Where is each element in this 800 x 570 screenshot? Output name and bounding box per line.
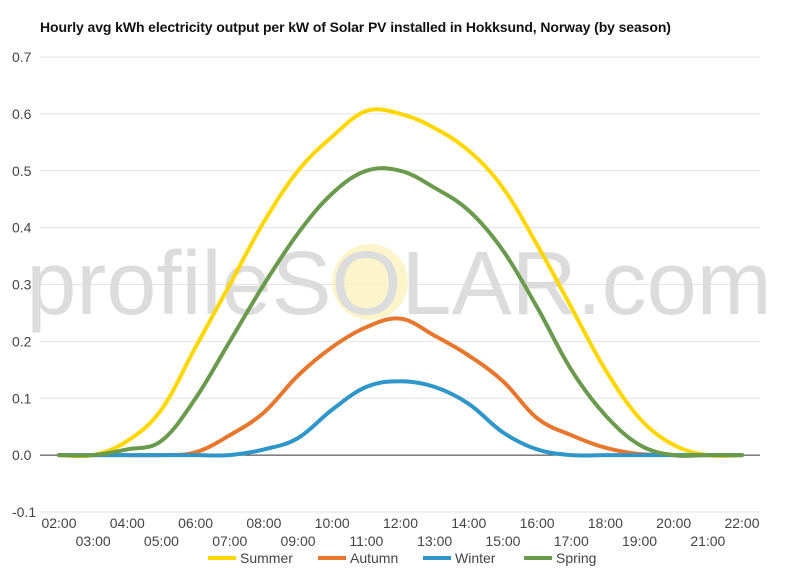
series-line-autumn: [57, 316, 744, 458]
x-tick-label: 20:00: [656, 515, 691, 531]
series-line-spring: [57, 166, 744, 458]
y-tick-label: -0.1: [12, 504, 36, 520]
y-tick-label: 0.0: [12, 447, 32, 463]
y-tick-label: 0.3: [12, 277, 32, 293]
y-tick-label: 0.5: [12, 163, 32, 179]
x-tick-label: 17:00: [554, 533, 589, 549]
legend-label-autumn: Autumn: [350, 550, 398, 566]
x-tick-label: 04:00: [110, 515, 145, 531]
series-lines: [57, 107, 744, 459]
legend: Summer Autumn Winter Spring: [208, 550, 596, 566]
x-tick-label: 13:00: [417, 533, 452, 549]
legend-label-summer: Summer: [240, 550, 293, 566]
legend-label-spring: Spring: [556, 550, 596, 566]
x-tick-label: 02:00: [41, 515, 76, 531]
x-tick-label: 09:00: [281, 533, 316, 549]
x-tick-label: 15:00: [485, 533, 520, 549]
x-tick-label: 22:00: [724, 515, 759, 531]
y-tick-label: 0.7: [12, 49, 32, 65]
y-tick-label: 0.6: [12, 106, 32, 122]
x-tick-label: 06:00: [178, 515, 213, 531]
x-tick-label: 03:00: [76, 533, 111, 549]
watermark: profileSOLAR.com: [26, 234, 771, 334]
y-tick-label: 0.1: [12, 390, 32, 406]
x-tick-label: 14:00: [451, 515, 486, 531]
watermark-sun-icon: [332, 244, 408, 320]
x-tick-label: 12:00: [383, 515, 418, 531]
x-tick-label: 19:00: [622, 533, 657, 549]
x-tick-label: 18:00: [588, 515, 623, 531]
x-tick-label: 10:00: [315, 515, 350, 531]
chart-title: Hourly avg kWh electricity output per kW…: [40, 19, 671, 35]
y-tick-label: 0.4: [12, 220, 32, 236]
x-tick-label: 08:00: [246, 515, 281, 531]
y-tick-label: 0.2: [12, 333, 32, 349]
x-tick-label: 16:00: [520, 515, 555, 531]
legend-label-winter: Winter: [455, 550, 496, 566]
series-line-winter: [57, 379, 744, 458]
series-line-summer: [57, 107, 744, 459]
y-axis: -0.1 0.0 0.1 0.2 0.3 0.4 0.5 0.6 0.7: [12, 49, 36, 520]
x-tick-label: 07:00: [212, 533, 247, 549]
x-tick-label: 21:00: [690, 533, 725, 549]
x-tick-label: 11:00: [349, 533, 383, 549]
x-tick-label: 05:00: [144, 533, 179, 549]
